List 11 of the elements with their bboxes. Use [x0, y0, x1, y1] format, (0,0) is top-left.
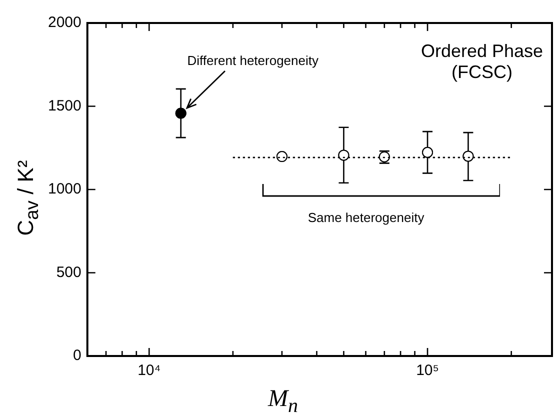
annotation: Same heterogeneity	[308, 210, 425, 226]
x-tick-label: 10⁴	[138, 362, 161, 380]
text: Ordered Phase (FCSC)	[420, 41, 544, 82]
y-tick-label: 500	[56, 264, 82, 281]
y-tick-label: 1000	[48, 180, 82, 198]
y-tick-label: 0	[73, 347, 82, 364]
annotation: Different heterogeneity	[187, 53, 319, 68]
y-tick-label: 2000	[48, 14, 82, 32]
x-axis-title: M$_{n}$	[266, 386, 299, 414]
x-tick-label: 10⁵	[416, 362, 439, 380]
y-tick-label: 1500	[48, 97, 82, 114]
